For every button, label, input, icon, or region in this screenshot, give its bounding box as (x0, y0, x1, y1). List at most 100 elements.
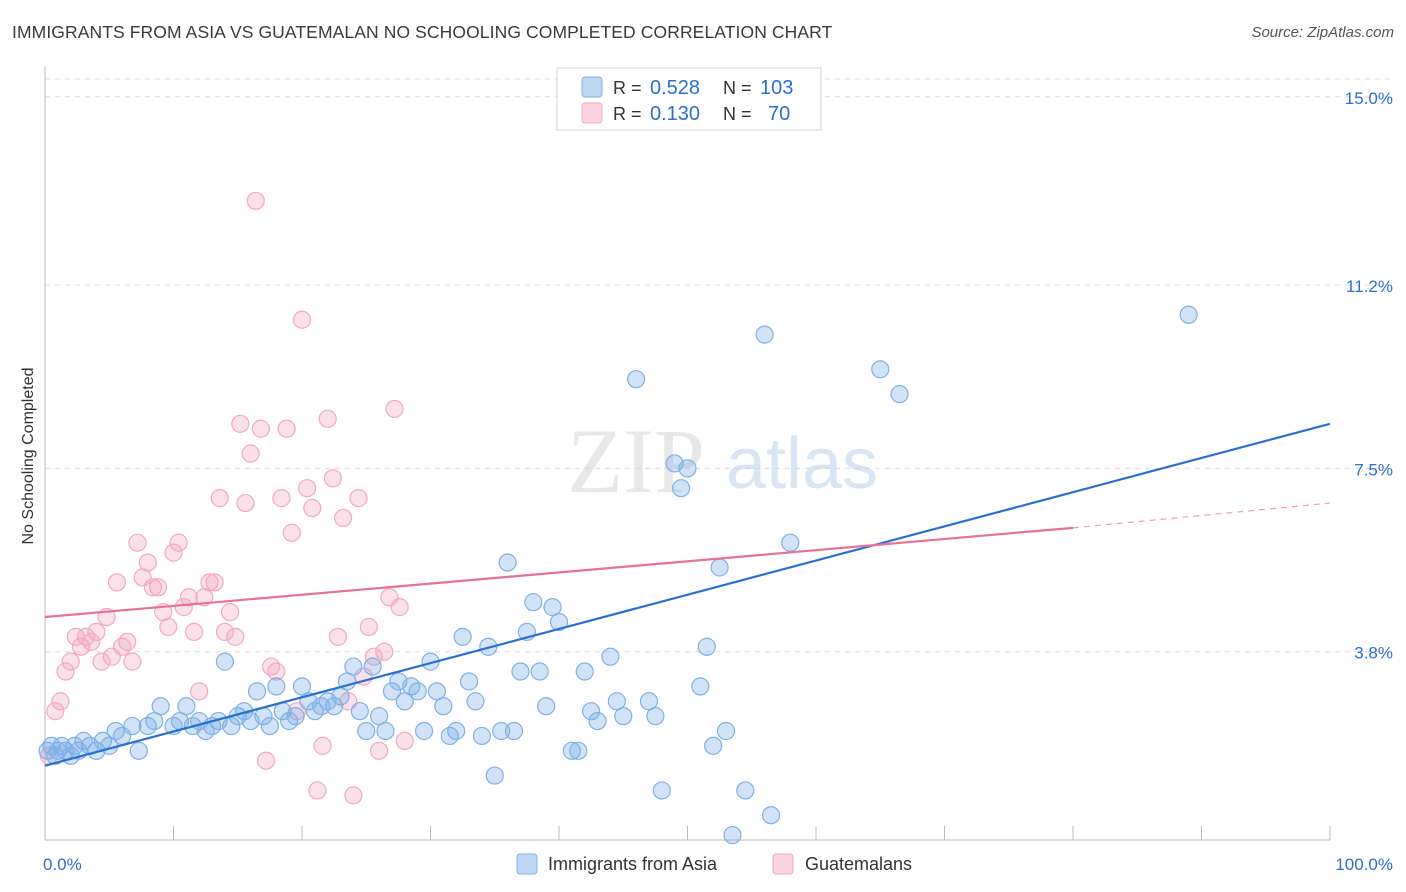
point-guatemalans (313, 736, 332, 755)
point-asia (704, 736, 723, 755)
point-guatemalans (375, 642, 394, 661)
point-asia (504, 721, 524, 741)
point-guatemalans (77, 627, 96, 646)
point-guatemalans (241, 444, 260, 463)
legend-r-value-guatemalans: 0.130 (650, 103, 700, 125)
point-asia (646, 707, 665, 726)
point-guatemalans (123, 652, 142, 671)
point-guatemalans (370, 741, 389, 760)
point-guatemalans (251, 419, 270, 438)
point-guatemalans (282, 523, 301, 542)
legend-swatch-asia (581, 76, 603, 98)
point-asia (492, 721, 511, 741)
point-guatemalans (308, 781, 327, 800)
point-guatemalans (71, 637, 91, 656)
point-guatemalans (107, 573, 127, 592)
point-guatemalans (359, 617, 378, 637)
point-asia (447, 721, 466, 741)
point-asia (350, 702, 369, 721)
axes-layer (44, 66, 1331, 841)
point-asia (376, 721, 395, 741)
point-guatemalans (349, 489, 368, 508)
point-asia (652, 781, 671, 800)
point-guatemalans (226, 627, 245, 646)
watermark-zip: ZIP (567, 410, 705, 512)
point-asia (871, 360, 890, 379)
point-guatemalans (184, 622, 204, 641)
point-guatemalans (143, 578, 163, 597)
point-asia (485, 766, 504, 785)
point-guatemalans (318, 409, 337, 428)
point-guatemalans (298, 479, 317, 498)
watermark: ZIP atlas (567, 410, 878, 512)
legend-n-value-guatemalans: 70 (768, 103, 790, 125)
point-asia (614, 707, 633, 726)
y-tick-label: 11.2% (1346, 277, 1393, 296)
point-guatemalans (190, 682, 209, 701)
point-asia (575, 662, 594, 681)
point-guatemalans (200, 573, 219, 592)
point-asia (247, 682, 267, 701)
point-guatemalans (118, 632, 137, 651)
legend-n-label-guatemalans: N = (723, 104, 752, 124)
tick-labels: 3.8% 7.5% 11.2% 15.0% 0.0% 100.0% (43, 89, 1393, 874)
chart-title: IMMIGRANTS FROM ASIA VS GUATEMALAN NO SC… (12, 22, 833, 42)
point-guatemalans (262, 657, 281, 676)
point-guatemalans (395, 731, 414, 751)
point-asia (286, 707, 305, 726)
legend-r-label-asia: R = (613, 78, 642, 98)
point-guatemalans (159, 617, 178, 637)
point-guatemalans (51, 692, 70, 711)
chart-source: Source: ZipAtlas.com (1251, 24, 1394, 41)
point-asia (459, 672, 479, 691)
point-asia (716, 721, 736, 741)
point-guatemalans (236, 493, 255, 513)
legend-n-value-asia: 103 (760, 77, 793, 99)
point-asia (723, 825, 742, 845)
point-guatemalans (231, 414, 250, 433)
point-asia (46, 746, 65, 765)
point-asia (671, 479, 691, 498)
point-guatemalans (303, 498, 322, 518)
point-asia (151, 697, 170, 716)
point-guatemalans (87, 622, 106, 641)
point-guatemalans (82, 632, 101, 651)
y-tick-label: 3.8% (1354, 644, 1393, 663)
point-asia (466, 692, 485, 711)
point-guatemalans (174, 598, 193, 617)
point-asia (755, 325, 774, 344)
point-guatemalans (344, 786, 363, 805)
point-asia (710, 558, 729, 577)
point-guatemalans (164, 543, 183, 562)
legend-bottom-label-guatemalans: Guatemalans (805, 854, 912, 874)
point-asia (1179, 305, 1198, 324)
point-asia (781, 533, 800, 552)
legend-n-label-asia: N = (723, 78, 752, 98)
point-asia (414, 721, 434, 741)
point-asia (678, 459, 697, 478)
point-asia (357, 721, 376, 741)
legend-r-value-asia: 0.528 (650, 77, 700, 99)
point-guatemalans (215, 622, 234, 641)
point-asia (129, 741, 148, 760)
legend-bottom-swatch-guatemalans (772, 853, 794, 875)
trendline-guatemalans (44, 526, 1074, 619)
legend-top: R = 0.528 N = 103 R = 0.130 N = 70 (556, 67, 822, 131)
point-guatemalans (220, 602, 240, 622)
point-asia (736, 781, 755, 800)
point-guatemalans (112, 637, 132, 656)
point-asia (588, 711, 607, 731)
watermark-atlas: atlas (726, 424, 878, 504)
legend-r-label-guatemalans: R = (613, 104, 642, 124)
point-guatemalans (256, 751, 276, 770)
point-asia (325, 697, 344, 716)
x-tick-label-max: 100.0% (1335, 855, 1393, 874)
point-asia (434, 697, 453, 716)
point-guatemalans (179, 588, 199, 607)
trendline-guatemalans-extension (1072, 502, 1331, 529)
point-asia (697, 637, 716, 656)
point-guatemalans (292, 310, 312, 329)
point-asia (453, 627, 472, 646)
point-guatemalans (56, 662, 75, 681)
